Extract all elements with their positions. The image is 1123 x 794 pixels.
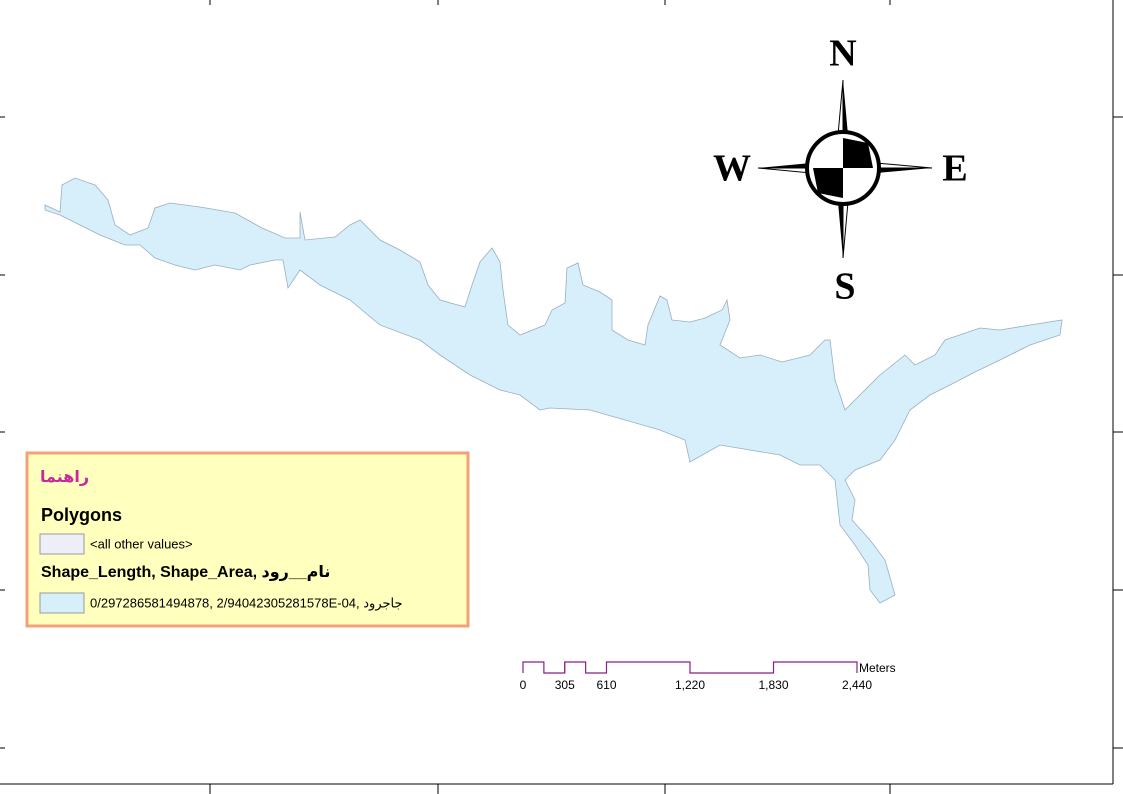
north-arrow: N S W E <box>713 33 968 308</box>
legend-fields: Shape_Length, Shape_Area, نام__رود <box>41 564 330 581</box>
compass-letter: N <box>829 33 856 75</box>
legend-swatch <box>39 533 85 555</box>
scale-tick-label: 0 <box>520 678 527 692</box>
scale-unit: Meters <box>859 661 896 675</box>
scale-tick-label: 1,830 <box>758 678 788 692</box>
legend-layer: Polygons <box>41 505 122 525</box>
compass-letter: S <box>834 266 855 308</box>
compass-quadrant <box>813 138 873 198</box>
legend-swatch <box>39 592 85 614</box>
legend-title: راهنما <box>40 469 89 486</box>
compass-letter: E <box>942 148 967 190</box>
compass-letter: W <box>713 148 751 190</box>
scale-tick-label: 2,440 <box>842 678 872 692</box>
legend-box <box>25 451 470 628</box>
scale-tick-label: 1,220 <box>675 678 705 692</box>
legend-label: <all other values> <box>90 536 193 551</box>
scale-tick-label: 610 <box>596 678 616 692</box>
scale-bar: Meters 0 305 610 1,220 1,830 2,440 <box>520 661 896 692</box>
scale-tick-label: 305 <box>555 678 575 692</box>
river-polygon <box>44 177 1063 604</box>
legend: راهنما Polygons <all other values> Shape… <box>25 451 470 628</box>
legend-label: 0/297286581494878, 2/94042305281578E-04,… <box>90 595 403 611</box>
